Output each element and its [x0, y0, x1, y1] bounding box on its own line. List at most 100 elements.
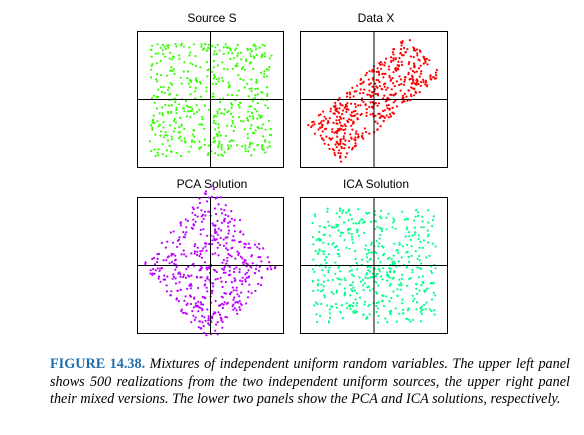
data-point: [160, 130, 163, 133]
data-point: [401, 298, 404, 301]
data-point: [171, 58, 174, 61]
data-point: [194, 55, 197, 58]
data-point: [367, 285, 370, 288]
data-point: [213, 119, 216, 122]
data-point: [257, 256, 260, 259]
data-point: [397, 260, 400, 263]
data-point: [420, 312, 424, 316]
data-point: [387, 104, 390, 107]
data-point: [365, 114, 368, 117]
data-point: [207, 322, 210, 325]
data-point: [192, 112, 196, 115]
data-point: [230, 255, 233, 258]
data-point: [179, 275, 182, 278]
data-point: [208, 323, 211, 326]
data-point: [214, 128, 217, 131]
data-point: [221, 80, 225, 83]
data-point: [407, 231, 410, 234]
data-point: [179, 288, 182, 291]
data-point: [415, 308, 418, 311]
data-point: [153, 121, 156, 125]
data-point: [255, 110, 258, 113]
data-point: [233, 230, 236, 233]
data-point: [358, 276, 361, 279]
data-point: [193, 297, 196, 300]
data-point: [350, 269, 353, 272]
data-point: [417, 83, 420, 86]
data-point: [160, 90, 163, 94]
data-point: [396, 64, 399, 67]
data-point: [207, 210, 210, 213]
data-point: [172, 275, 175, 278]
data-point: [247, 242, 250, 245]
data-point: [244, 150, 247, 153]
data-point: [361, 132, 364, 135]
data-point: [224, 271, 227, 274]
data-point: [189, 93, 192, 96]
data-point: [193, 318, 196, 322]
data-point: [432, 215, 435, 218]
data-point: [180, 253, 183, 256]
data-point: [405, 318, 408, 321]
data-point: [333, 152, 336, 155]
data-point: [401, 210, 404, 213]
data-point: [393, 262, 397, 265]
data-point: [340, 128, 343, 131]
data-point: [237, 89, 240, 92]
data-point: [362, 80, 365, 83]
data-point: [268, 133, 272, 136]
data-point: [212, 282, 215, 285]
data-point: [221, 306, 224, 310]
data-point: [189, 116, 192, 119]
data-point: [220, 76, 224, 79]
data-point: [151, 44, 154, 47]
data-point: [224, 43, 227, 46]
data-point: [239, 240, 242, 243]
data-point: [322, 119, 325, 122]
data-point: [367, 248, 370, 252]
data-point: [218, 131, 221, 134]
data-point: [420, 262, 423, 265]
data-point: [323, 274, 326, 277]
data-point: [322, 139, 325, 142]
data-point: [402, 94, 405, 97]
data-point: [375, 272, 378, 276]
data-point: [192, 208, 195, 211]
data-point: [388, 107, 391, 110]
data-point: [410, 95, 413, 98]
data-point: [408, 61, 411, 64]
data-point: [420, 267, 423, 270]
data-point: [204, 214, 207, 217]
data-point: [352, 114, 355, 118]
data-point: [196, 215, 199, 218]
data-point: [200, 220, 204, 223]
data-point: [178, 126, 181, 129]
data-point: [157, 154, 160, 157]
data-point: [398, 75, 401, 78]
data-point: [166, 256, 169, 259]
data-point: [404, 75, 407, 79]
data-point: [351, 281, 355, 284]
data-point: [214, 299, 217, 303]
data-point: [224, 134, 227, 138]
data-point: [180, 42, 183, 45]
data-point: [379, 233, 382, 237]
data-point: [327, 120, 330, 123]
data-point: [230, 139, 233, 142]
data-point: [379, 215, 382, 218]
data-point: [343, 132, 346, 135]
data-point: [205, 334, 208, 337]
data-point: [335, 122, 338, 125]
data-point: [388, 113, 392, 116]
data-point: [419, 64, 422, 67]
data-point: [335, 212, 338, 215]
data-point: [212, 285, 215, 288]
data-point: [385, 274, 388, 277]
data-point: [325, 135, 328, 138]
data-point: [391, 51, 394, 54]
data-point: [335, 306, 339, 309]
scatter-panel-ica: [300, 197, 448, 334]
data-point: [371, 85, 374, 88]
data-point: [371, 275, 374, 279]
data-point: [321, 268, 324, 272]
